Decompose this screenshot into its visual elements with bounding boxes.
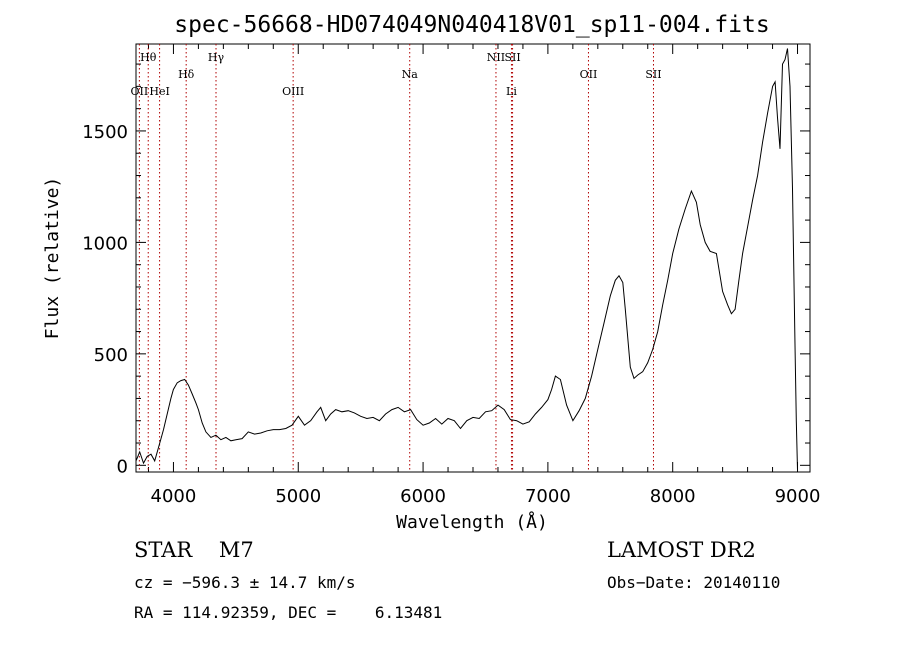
redshift-velocity: cz = −596.3 ± 14.7 km/s <box>134 573 356 592</box>
observation-date: Obs−Date: 20140110 <box>607 573 781 592</box>
spectral-line-label: Hδ <box>178 68 195 81</box>
y-tick-label: 1000 <box>82 233 128 254</box>
spectral-line-label: SII <box>645 68 661 81</box>
spectral-line-label: OII <box>131 85 149 98</box>
spectrum-line <box>135 48 798 470</box>
x-tick-label: 4000 <box>151 486 197 507</box>
spectral-line-label: NII <box>487 51 505 64</box>
y-tick-label: 500 <box>94 345 128 366</box>
x-tick-label: 7000 <box>525 486 571 507</box>
coordinates: RA = 114.92359, DEC = 6.13481 <box>134 603 443 622</box>
chart-title: spec-56668-HD074049N040418V01_sp11-004.f… <box>174 12 769 38</box>
x-tick-label: 8000 <box>650 486 696 507</box>
survey-name: LAMOST DR2 <box>607 538 756 562</box>
spectral-line-label: OIII <box>282 85 304 98</box>
spectral-line-label: Hγ <box>208 51 225 64</box>
plot-frame <box>135 43 811 473</box>
object-class: STAR M7 <box>134 538 254 562</box>
y-tick-label: 1500 <box>82 122 128 143</box>
x-axis-label: Wavelength (Å) <box>396 511 548 533</box>
x-tick-label: 9000 <box>775 486 821 507</box>
y-tick-label: 0 <box>117 456 128 477</box>
spectral-line-label: Hθ <box>140 51 157 64</box>
x-tick-label: 6000 <box>400 486 446 507</box>
spectral-line-label: HeI <box>149 85 169 98</box>
x-tick-label: 5000 <box>275 486 321 507</box>
spectral-line-label: SII <box>504 51 520 64</box>
y-axis-label: Flux (relative) <box>42 177 63 340</box>
spectral-line-label: OII <box>580 68 598 81</box>
spectral-line-label: Li <box>506 85 517 98</box>
spectral-line-label: Na <box>402 68 419 81</box>
